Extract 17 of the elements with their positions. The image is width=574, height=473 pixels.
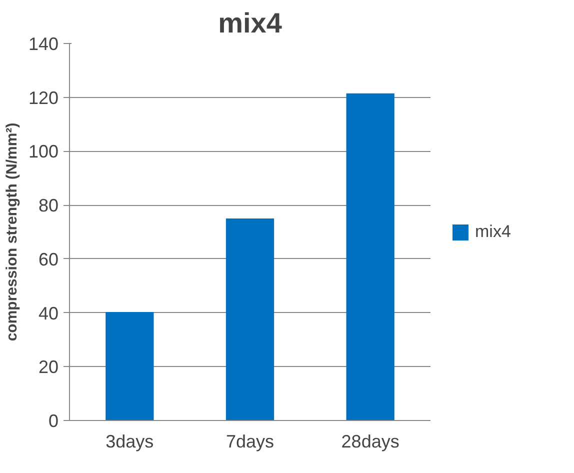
x-tick-label: 3days xyxy=(106,432,154,452)
y-axis-title: compression strength (N/mm²) xyxy=(3,122,20,342)
y-tick-label: 140 xyxy=(28,34,59,54)
x-tick-label: 28days xyxy=(341,432,400,452)
y-tick-label: 0 xyxy=(48,411,59,431)
y-tick-label: 40 xyxy=(38,303,59,324)
legend-label: mix4 xyxy=(475,222,511,242)
y-tick-label: 120 xyxy=(28,88,59,108)
x-tick-label: 7days xyxy=(226,432,274,452)
y-tick-label: 20 xyxy=(38,357,59,378)
y-tick-label: 80 xyxy=(38,196,59,216)
bar xyxy=(346,93,394,420)
y-tick-label: 60 xyxy=(38,249,59,270)
bar xyxy=(106,312,154,420)
bar xyxy=(226,218,274,420)
y-tick-label: 100 xyxy=(28,142,59,162)
chart-title: mix4 xyxy=(218,8,282,38)
